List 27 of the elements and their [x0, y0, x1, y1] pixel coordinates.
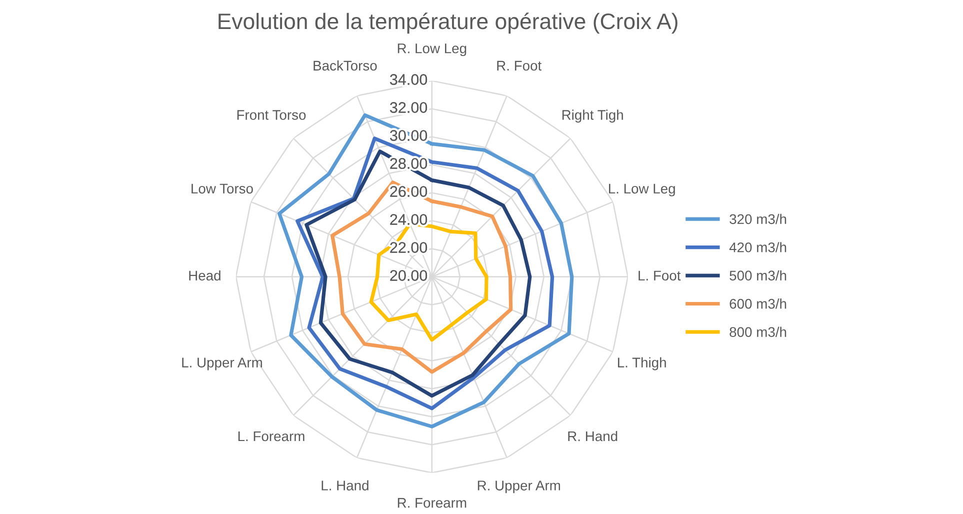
spoke-label: R. Low Leg: [398, 44, 466, 56]
legend-label: 320 m3/h: [730, 214, 786, 224]
chart-title: Evolution de la température opérative (Croix A): [218, 12, 678, 34]
spoke-label: R. Upper Arm: [478, 480, 560, 494]
spoke-label: BackTorso: [314, 60, 377, 71]
spoke-label: Front Torso: [237, 110, 306, 120]
spoke-label: R. Foot: [497, 60, 542, 71]
spoke-label: L. Upper Arm: [182, 358, 262, 370]
legend-label: 600 m3/h: [730, 298, 786, 309]
spoke-label: L. Hand: [322, 480, 368, 490]
y-tick-label: 32.00: [390, 102, 428, 113]
spoke-label: L. Foot: [638, 270, 681, 281]
y-tick-label: 24.00: [390, 214, 428, 225]
spoke-label: Low Torso: [192, 184, 253, 194]
spoke-label: L. Low Leg: [608, 184, 675, 196]
legend-label: 420 m3/h: [729, 242, 786, 252]
spoke-label: R. Forearm: [398, 498, 466, 508]
y-tick-label: 34.00: [390, 74, 428, 85]
legend-label: 500 m3/h: [730, 270, 786, 281]
spoke-label: L. Thigh: [618, 357, 666, 370]
y-tick-label: 22.00: [390, 242, 428, 253]
y-tick-label: 20.00: [390, 270, 428, 281]
spoke-label: R. Hand: [568, 430, 618, 442]
spoke-label: Head: [189, 270, 220, 281]
spoke-label: L. Forearm: [238, 431, 304, 442]
spoke-label: Right Tigh: [562, 110, 623, 123]
legend-label: 800 m3/h: [730, 326, 786, 337]
